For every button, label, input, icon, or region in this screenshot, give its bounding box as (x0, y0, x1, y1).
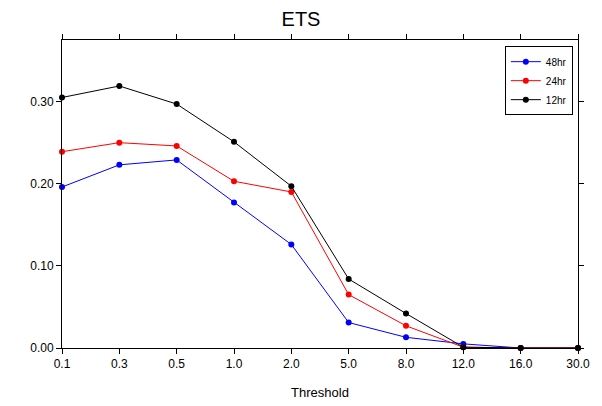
svg-text:16.0: 16.0 (509, 357, 533, 371)
svg-text:Threshold: Threshold (291, 385, 349, 400)
svg-text:0.20: 0.20 (30, 177, 54, 191)
svg-text:48hr: 48hr (546, 57, 567, 68)
svg-text:24hr: 24hr (546, 76, 567, 87)
svg-text:12.0: 12.0 (452, 357, 476, 371)
svg-text:8.0: 8.0 (398, 357, 415, 371)
svg-text:0.1: 0.1 (54, 357, 71, 371)
svg-text:2.0: 2.0 (283, 357, 300, 371)
svg-text:30.0: 30.0 (566, 357, 590, 371)
svg-text:0.30: 0.30 (30, 95, 54, 109)
svg-text:0.10: 0.10 (30, 259, 54, 273)
svg-text:0.00: 0.00 (30, 341, 54, 355)
svg-text:1.0: 1.0 (226, 357, 243, 371)
svg-text:ETS: ETS (282, 8, 321, 30)
svg-text:0.3: 0.3 (111, 357, 128, 371)
svg-text:5.0: 5.0 (340, 357, 357, 371)
svg-text:12hr: 12hr (546, 95, 567, 106)
svg-text:0.5: 0.5 (168, 357, 185, 371)
